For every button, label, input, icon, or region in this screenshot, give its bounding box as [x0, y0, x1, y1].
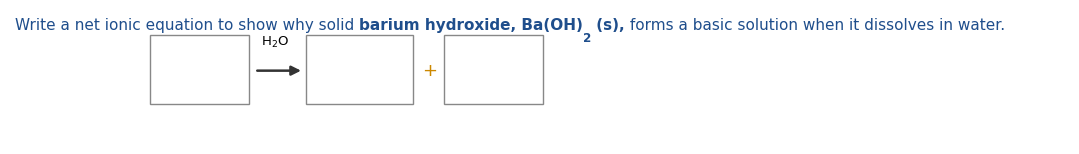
Text: Write a net ionic equation to show why solid: Write a net ionic equation to show why s…	[15, 18, 359, 33]
Text: barium hydroxide, Ba(OH): barium hydroxide, Ba(OH)	[359, 18, 583, 33]
Text: 2: 2	[583, 32, 591, 45]
Text: forms a basic solution when it dissolves in water.: forms a basic solution when it dissolves…	[625, 18, 1006, 33]
Text: (s),: (s),	[591, 18, 625, 33]
Bar	[445, 35, 543, 104]
Text: H$_2$O: H$_2$O	[261, 35, 289, 50]
Text: +: +	[422, 62, 437, 80]
Bar	[306, 35, 413, 104]
Bar	[150, 35, 248, 104]
